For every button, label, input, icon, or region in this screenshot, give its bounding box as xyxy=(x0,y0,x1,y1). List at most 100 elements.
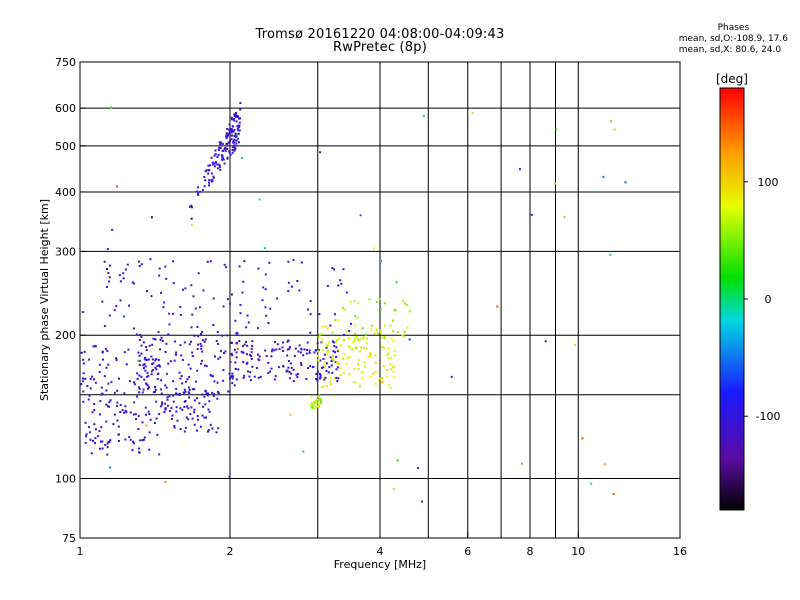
data-point xyxy=(237,129,240,132)
data-point xyxy=(219,168,222,171)
data-point xyxy=(131,281,134,284)
grid-lines xyxy=(80,62,680,538)
data-point xyxy=(339,366,342,369)
data-point xyxy=(164,402,167,405)
data-point xyxy=(267,322,270,325)
data-point xyxy=(233,128,236,131)
data-point xyxy=(205,169,208,172)
data-point xyxy=(184,287,187,290)
data-point xyxy=(319,401,322,404)
data-point xyxy=(172,282,175,285)
phase-colorbar: [deg] -100 0 100 xyxy=(716,72,780,511)
data-point xyxy=(153,385,156,388)
data-point xyxy=(178,392,181,395)
data-point xyxy=(219,142,222,145)
data-point xyxy=(395,281,398,284)
data-point xyxy=(188,388,191,391)
data-point xyxy=(167,333,170,336)
data-point xyxy=(375,328,378,331)
data-point xyxy=(124,405,127,408)
data-point xyxy=(233,144,236,147)
data-point xyxy=(324,376,327,379)
data-point xyxy=(331,266,334,269)
data-point xyxy=(287,339,290,342)
data-point xyxy=(191,388,194,391)
data-point xyxy=(193,334,196,337)
data-point xyxy=(329,383,332,386)
data-point xyxy=(319,399,322,402)
data-point xyxy=(93,423,96,426)
data-point xyxy=(357,367,360,370)
data-point xyxy=(93,378,96,381)
data-point xyxy=(323,353,326,356)
data-point xyxy=(264,288,267,291)
data-point xyxy=(408,310,411,313)
data-point xyxy=(190,340,193,343)
data-point xyxy=(353,339,356,342)
data-point xyxy=(225,266,228,269)
data-point xyxy=(221,149,224,152)
data-point xyxy=(134,413,137,416)
data-point xyxy=(331,357,334,360)
data-point xyxy=(393,350,396,353)
data-point xyxy=(161,339,164,342)
data-point xyxy=(125,363,128,366)
data-point xyxy=(105,366,108,369)
data-point xyxy=(138,339,141,342)
data-point xyxy=(80,351,83,354)
data-point xyxy=(164,408,167,411)
data-point xyxy=(230,352,233,355)
data-point xyxy=(227,134,230,137)
data-point xyxy=(138,391,141,394)
data-point xyxy=(151,362,154,365)
data-point xyxy=(84,377,87,380)
data-point xyxy=(86,384,89,387)
y-tick-label: 200 xyxy=(55,329,76,342)
data-point xyxy=(229,128,232,131)
data-point xyxy=(228,150,231,153)
data-point xyxy=(313,351,316,354)
data-point xyxy=(218,146,221,149)
data-point xyxy=(122,315,125,318)
data-point xyxy=(354,324,357,327)
data-point xyxy=(84,421,87,424)
data-point xyxy=(122,277,125,280)
data-point xyxy=(80,383,83,386)
data-point xyxy=(317,350,320,353)
data-point xyxy=(88,394,91,397)
data-point xyxy=(93,442,96,445)
data-point xyxy=(360,346,363,349)
data-point xyxy=(228,129,231,132)
data-point xyxy=(147,374,150,377)
data-point xyxy=(106,453,109,456)
data-point xyxy=(138,359,141,362)
data-point xyxy=(166,398,169,401)
data-point xyxy=(109,399,112,402)
data-point xyxy=(182,391,185,394)
data-point xyxy=(329,324,332,327)
data-point xyxy=(250,355,253,358)
data-point xyxy=(311,366,314,369)
data-point xyxy=(216,155,219,158)
data-point xyxy=(282,341,285,344)
data-point xyxy=(181,382,184,385)
data-point xyxy=(287,290,290,293)
data-point xyxy=(342,339,345,342)
data-point xyxy=(108,466,111,469)
data-point xyxy=(87,398,90,401)
data-point xyxy=(237,141,240,144)
data-point xyxy=(206,392,209,395)
data-point xyxy=(270,355,273,358)
y-tick-label: 75 xyxy=(62,532,76,545)
data-point xyxy=(267,361,270,364)
data-point xyxy=(225,334,228,337)
data-point xyxy=(293,355,296,358)
data-point xyxy=(290,372,293,375)
data-point xyxy=(117,433,120,436)
data-point xyxy=(287,360,290,363)
data-point xyxy=(138,451,141,454)
data-point xyxy=(292,368,295,371)
phases-heading: Phases xyxy=(717,23,750,33)
data-point xyxy=(337,363,340,366)
data-point xyxy=(331,371,334,374)
